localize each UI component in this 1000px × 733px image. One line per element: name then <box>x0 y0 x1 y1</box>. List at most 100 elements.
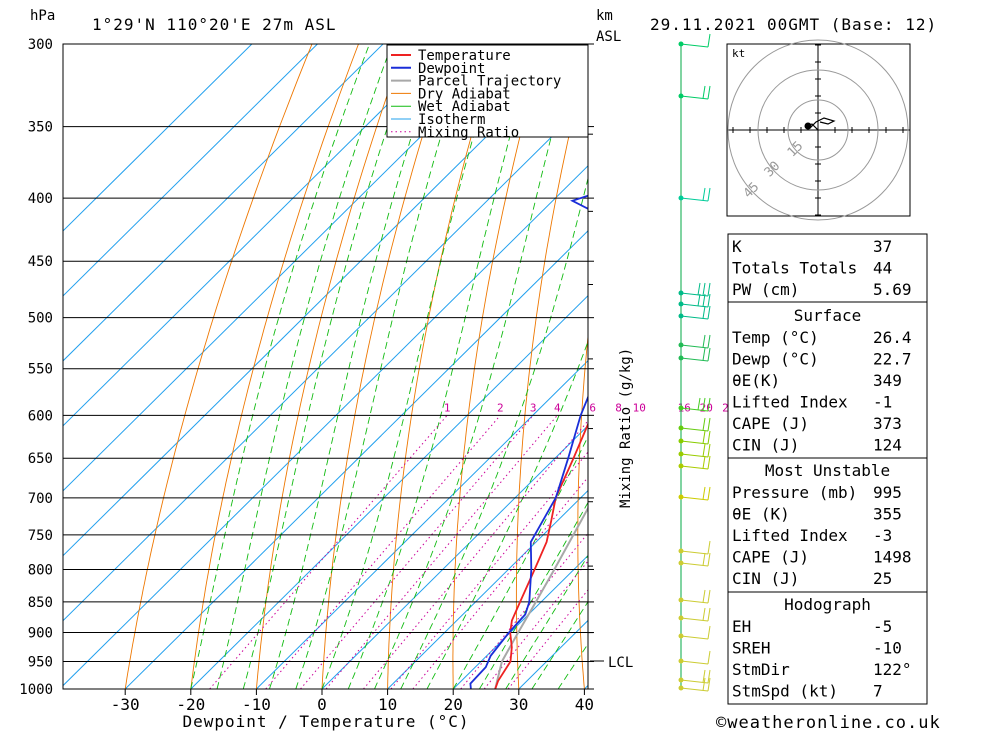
wind-barb-shaft <box>680 344 709 349</box>
hodograph-stat-label: StmSpd (kt) <box>732 682 838 701</box>
mixing-ratio-label: 20 <box>700 401 713 414</box>
x-tick-label: 0 <box>317 695 327 714</box>
wet-adiabat-line <box>531 600 588 689</box>
wind-barb-flag <box>707 443 711 458</box>
isotherm-line <box>63 44 318 297</box>
hodograph-stats-box <box>727 591 928 705</box>
wind-barb-flag <box>702 677 706 691</box>
dry-adiabat-line <box>960 44 1000 689</box>
wind-barb-shaft <box>680 562 709 567</box>
temperature-line <box>494 421 588 689</box>
wind-barb-flag <box>702 282 706 296</box>
surface-index-label: CAPE (J) <box>732 414 809 433</box>
legend-label: Dewpoint <box>418 61 485 77</box>
wind-barb-flag <box>707 455 711 470</box>
pressure-tick-label: 900 <box>28 626 53 642</box>
hodograph-stat-value: -5 <box>873 617 892 636</box>
mixing-ratio-line <box>483 560 588 689</box>
x-tick-label: 10 <box>378 695 397 714</box>
mixing-ratio-line <box>460 532 588 689</box>
mixing-ratio-label: 3 <box>530 401 537 414</box>
wind-barb-flag <box>707 347 711 362</box>
wind-barb-shaft <box>680 635 709 640</box>
hodograph-ring <box>787 99 849 161</box>
general-index-label: Totals Totals <box>732 259 857 278</box>
mixing-ratio-line <box>300 415 534 689</box>
x-tick-label: 40 <box>575 695 594 714</box>
most-unstable-index-value: 1498 <box>873 548 912 567</box>
wind-barb-flag <box>697 282 701 296</box>
mixing-ratio-line <box>412 476 588 689</box>
most-unstable-index-label: CIN (J) <box>732 569 799 588</box>
dry-adiabat-line <box>124 44 313 689</box>
wind-barb-flag <box>702 293 706 307</box>
general-index-value: 44 <box>873 259 892 278</box>
wind-barb-flag <box>702 455 706 469</box>
wind-barb-flag <box>707 589 711 604</box>
pressure-tick-label: 950 <box>28 655 53 671</box>
wind-barb-flag <box>702 417 706 431</box>
indices-panel: K 37 Totals Totals 44 PW (cm) 5.69 Surface Temp… <box>727 233 928 705</box>
wind-barb-flag <box>702 347 706 361</box>
pressure-tick-label: 550 <box>28 362 53 378</box>
wind-barb-flag <box>707 417 711 432</box>
wet-adiabat-line <box>295 44 471 689</box>
surface-title: Surface <box>794 306 861 325</box>
most-unstable-index-value: 995 <box>873 483 902 502</box>
datetime-title: 29.11.2021 00GMT (Base: 12) <box>650 15 937 34</box>
pressure-tick-label: 750 <box>28 528 53 544</box>
wind-barb-shaft <box>680 550 709 555</box>
most-unstable-box <box>727 457 928 593</box>
dry-adiabat-line <box>515 53 588 689</box>
wind-barb-shaft <box>680 599 709 604</box>
wind-barb-flag <box>702 397 706 411</box>
pressure-tick-label: 450 <box>28 254 53 270</box>
wind-barb-shaft <box>680 660 709 665</box>
most-unstable-index-value: -3 <box>873 526 892 545</box>
wet-adiabat-line <box>321 44 502 689</box>
x-tick-label: 30 <box>509 695 528 714</box>
wet-adiabat-line <box>505 554 588 689</box>
isotherm-line <box>63 44 253 232</box>
storm-motion-marker <box>804 122 812 130</box>
wind-barb-flag <box>707 293 711 308</box>
wind-barb-shaft <box>680 687 709 692</box>
wet-adiabat-line <box>190 44 370 689</box>
legend-box <box>386 44 589 138</box>
mixing-ratio-line <box>390 451 588 689</box>
parcel-trajectory-line <box>494 506 588 689</box>
hodograph-unit: kt <box>732 47 745 60</box>
wind-barb-shaft <box>680 303 709 308</box>
surface-box <box>727 301 928 459</box>
lcl-label: LCL <box>608 655 633 671</box>
wind-barb-flag <box>707 486 711 501</box>
wind-barb-shaft <box>680 496 709 501</box>
hodograph-stat-label: SREH <box>732 639 771 658</box>
most-unstable-index-label: Pressure (mb) <box>732 483 857 502</box>
wind-barb-flag <box>707 33 711 48</box>
pressure-tick-label: 650 <box>28 451 53 467</box>
hodograph-stat-value: 7 <box>873 682 883 701</box>
legend-label: Wet Adiabat <box>418 99 511 115</box>
dewpoint-line <box>469 194 588 689</box>
wind-barb-flag <box>702 486 706 500</box>
wind-barb-flag <box>707 430 711 445</box>
x-tick-label: -20 <box>176 695 205 714</box>
wind-barb-flag <box>707 650 711 665</box>
wind-barb-flag <box>702 187 706 201</box>
surface-index-value: 124 <box>873 436 902 455</box>
hodograph-ring <box>757 69 879 191</box>
wind-barb-flag <box>707 607 711 622</box>
general-index-value: 5.69 <box>873 280 912 299</box>
legend-label: Mixing Ratio <box>418 125 519 141</box>
wind-barb-shaft <box>680 465 709 470</box>
wind-barb-shaft <box>680 43 709 48</box>
hodograph-ring <box>727 39 909 221</box>
mixing-ratio-line <box>325 415 558 689</box>
location-title: 1°29'N 110°20'E 27m ASL <box>92 15 337 34</box>
surface-index-label: Temp (°C) <box>732 328 819 347</box>
surface-index-value: 349 <box>873 371 902 390</box>
mixing-ratio-label: 8 <box>615 401 622 414</box>
legend-label: Dry Adiabat <box>418 86 511 102</box>
